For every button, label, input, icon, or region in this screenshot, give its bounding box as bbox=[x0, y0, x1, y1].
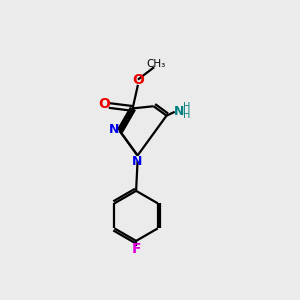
Text: N: N bbox=[109, 123, 120, 136]
Text: O: O bbox=[98, 97, 110, 111]
Text: N: N bbox=[131, 155, 142, 168]
Text: O: O bbox=[132, 73, 144, 87]
Text: H: H bbox=[184, 102, 191, 112]
Text: N: N bbox=[174, 105, 184, 118]
Text: H: H bbox=[184, 110, 191, 120]
Text: F: F bbox=[131, 242, 141, 256]
Text: CH₃: CH₃ bbox=[147, 59, 166, 69]
